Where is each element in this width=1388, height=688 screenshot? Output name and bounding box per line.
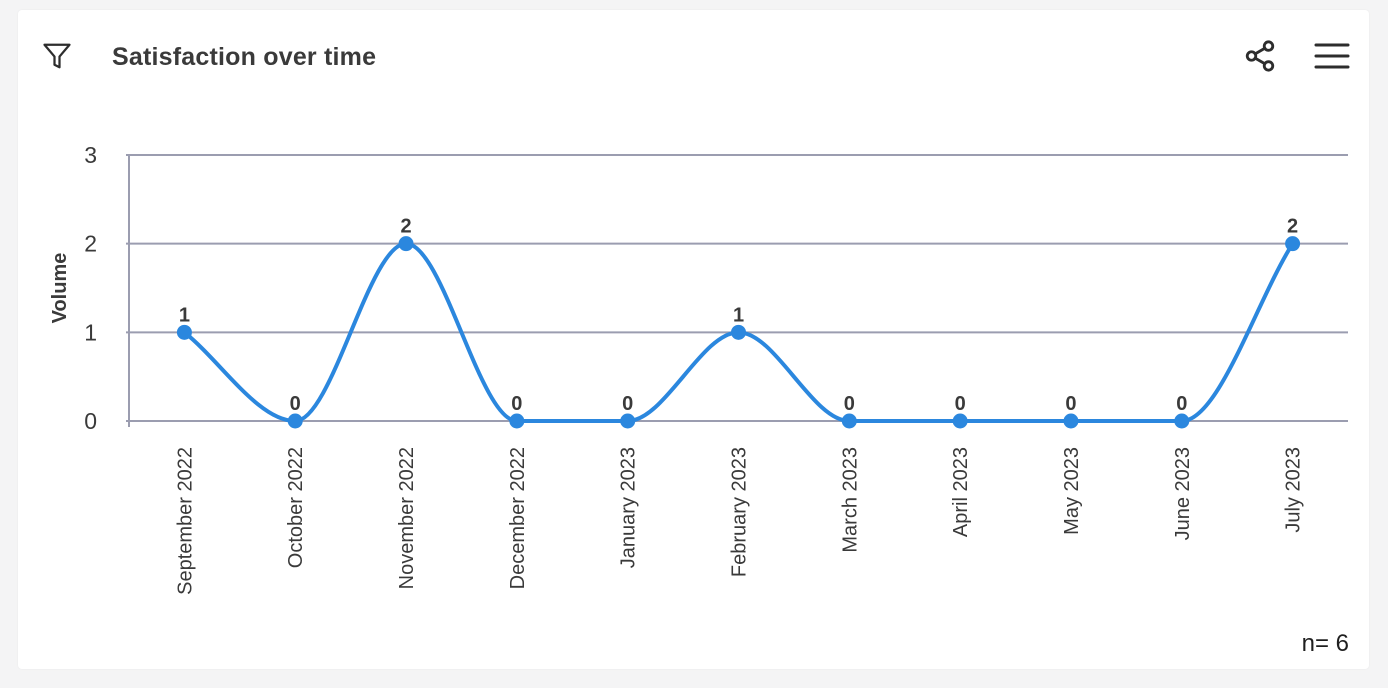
- hamburger-menu-icon[interactable]: [1314, 42, 1350, 70]
- filter-icon[interactable]: [42, 40, 72, 72]
- satisfaction-line-chart: 0 1 2 3 Volume 1 0 2 0 0 1 0 0 0 0 2 September 2022 Octob…: [49, 142, 1348, 595]
- chart-point[interactable]: [176, 324, 192, 340]
- point-value-label: 0: [511, 393, 522, 415]
- chart-line: [182, 241, 1295, 424]
- chart-card: Satisfaction over time 0 1 2 3 Volume 1 0 2 0 0 1 0…: [18, 10, 1369, 669]
- point-value-label: 0: [290, 393, 301, 415]
- point-value-label: 2: [1287, 216, 1298, 238]
- chart-point[interactable]: [841, 413, 857, 429]
- x-tick-label: June 2023: [1172, 447, 1194, 540]
- x-tick-label: April 2023: [950, 447, 972, 537]
- point-value-label: 0: [1065, 393, 1076, 415]
- x-tick-label: October 2022: [285, 447, 307, 568]
- y-tick-label: 3: [84, 142, 97, 168]
- filter-funnel-glyph: [43, 43, 71, 69]
- chart-header: Satisfaction over time: [18, 10, 1369, 106]
- share-nodes-glyph: [1245, 40, 1275, 72]
- page-title: Satisfaction over time: [112, 43, 377, 71]
- sample-size-label: n= 6: [1301, 630, 1349, 657]
- point-value-label: 2: [400, 216, 411, 238]
- chart-point[interactable]: [1174, 413, 1190, 429]
- x-tick-label: July 2023: [1283, 447, 1305, 533]
- x-tick-label: December 2022: [507, 447, 529, 589]
- y-tick-label: 2: [84, 231, 97, 257]
- share-icon[interactable]: [1242, 39, 1278, 73]
- chart-point[interactable]: [620, 413, 636, 429]
- point-value-label: 0: [955, 393, 966, 415]
- chart-point[interactable]: [1063, 413, 1079, 429]
- x-tick-label: March 2023: [839, 447, 861, 553]
- x-tick-label: September 2022: [174, 447, 196, 595]
- y-tick-label: 0: [84, 408, 97, 434]
- chart-point[interactable]: [509, 413, 525, 429]
- point-value-label: 0: [844, 393, 855, 415]
- chart-point[interactable]: [731, 324, 746, 340]
- point-value-label: 1: [733, 304, 744, 326]
- point-value-label: 0: [1176, 393, 1187, 415]
- point-value-label: 0: [622, 393, 633, 415]
- x-tick-label: May 2023: [1061, 447, 1083, 535]
- y-tick-label: 1: [84, 319, 97, 345]
- y-axis-title: Volume: [49, 253, 71, 324]
- hamburger-menu-glyph: [1314, 43, 1350, 69]
- x-tick-label: January 2023: [618, 447, 640, 568]
- x-tick-label: November 2022: [396, 447, 418, 589]
- chart-point[interactable]: [952, 413, 968, 429]
- point-value-label: 1: [179, 304, 190, 326]
- chart-point[interactable]: [287, 413, 303, 429]
- chart-point[interactable]: [1285, 236, 1301, 252]
- chart-point[interactable]: [398, 236, 414, 252]
- x-tick-label: February 2023: [729, 447, 751, 577]
